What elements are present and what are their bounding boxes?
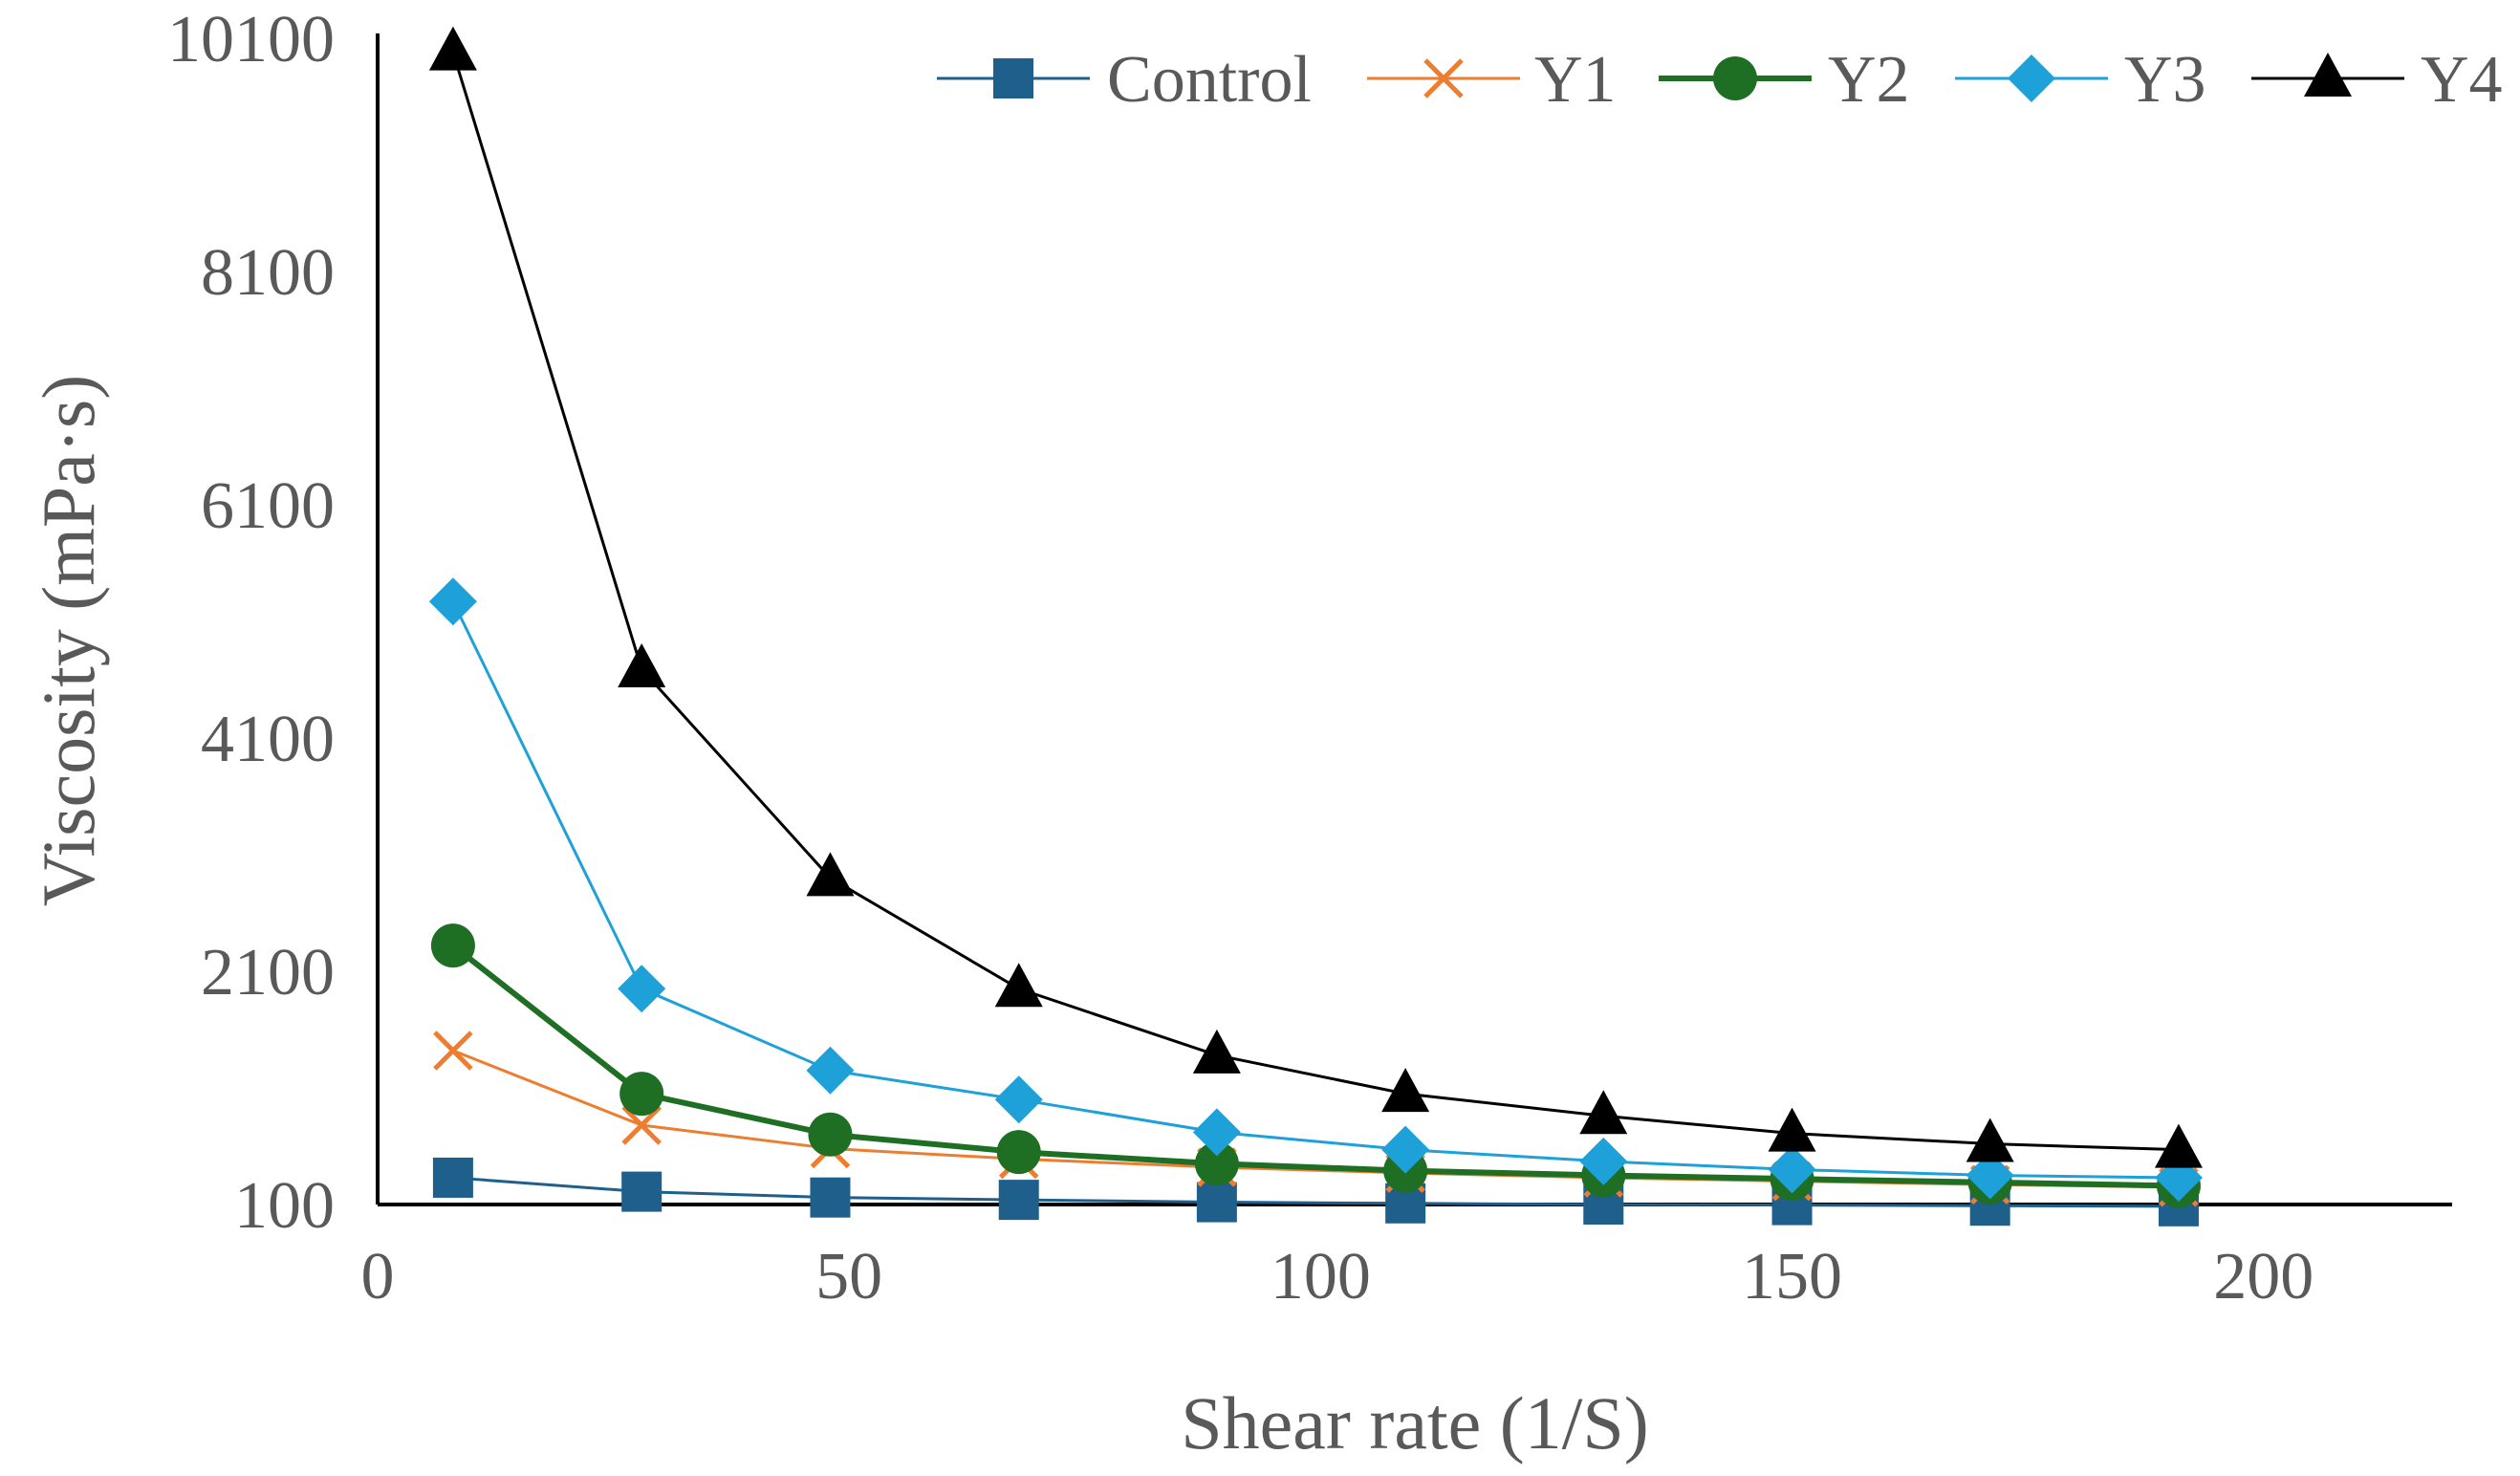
legend-marker-y2: [1713, 56, 1757, 100]
data-point-y4: [618, 643, 666, 688]
data-point-control: [998, 1180, 1039, 1221]
legend-label: Y4: [2421, 43, 2503, 117]
data-point-y2: [996, 1130, 1041, 1175]
data-point-y4: [1192, 1029, 1241, 1074]
legend-item-y4: Y4: [2251, 43, 2503, 117]
x-tick-label: 50: [815, 1240, 882, 1313]
data-point-y3: [806, 1046, 855, 1095]
series-y2: [430, 923, 2201, 1208]
legend-label: Y1: [1534, 43, 1617, 117]
y-tick-label: 6100: [201, 469, 335, 543]
data-point-y4: [994, 963, 1043, 1008]
x-tick-label: 200: [2213, 1240, 2314, 1313]
data-point-y2: [1194, 1141, 1239, 1186]
series-line-control: [452, 1176, 2179, 1208]
legend-item-y1: Y1: [1367, 43, 1617, 117]
y-tick-label: 8100: [201, 236, 335, 310]
y-tick-label: 10100: [167, 3, 335, 76]
legend-label: Control: [1107, 43, 1312, 117]
series-layer: [428, 26, 2203, 1226]
data-point-y4: [1381, 1068, 1430, 1113]
series-y3: [428, 577, 2203, 1202]
legend-marker-y3: [2008, 54, 2055, 102]
y-tick-label: 100: [234, 1169, 335, 1243]
data-point-control: [1196, 1182, 1237, 1223]
data-point-y3: [618, 965, 666, 1013]
data-point-y4: [1579, 1090, 1628, 1135]
data-point-y3: [428, 577, 477, 626]
data-point-y2: [430, 923, 475, 968]
legend-marker-y1: [1423, 58, 1464, 98]
series-control: [432, 1157, 2199, 1226]
data-point-control: [810, 1177, 851, 1218]
legend-item-y2: Y2: [1659, 43, 1910, 117]
data-point-y1: [433, 1031, 473, 1071]
data-point-y4: [2154, 1123, 2203, 1168]
legend-marker-control: [993, 58, 1033, 98]
data-point-y1: [621, 1105, 662, 1145]
legend-label: Y3: [2124, 43, 2206, 117]
y-tick-label: 4100: [201, 703, 335, 776]
data-point-control: [621, 1171, 663, 1212]
data-point-y4: [1768, 1107, 1816, 1152]
data-point-y3: [1768, 1145, 1816, 1194]
legend-item-control: Control: [937, 43, 1312, 117]
data-point-y3: [1192, 1108, 1241, 1157]
x-tick-label: 100: [1271, 1240, 1371, 1313]
series-line-y4: [451, 52, 2180, 1152]
data-point-y4: [428, 26, 477, 71]
axes: 0 50 100 150 200 100 2100 4100 6100 8100 10100: [167, 3, 2452, 1313]
data-point-y4: [806, 852, 855, 897]
legend-marker-y4: [2304, 53, 2352, 97]
x-tick-label: 0: [361, 1240, 395, 1313]
data-point-y4: [1966, 1118, 2014, 1162]
series-line-y3: [451, 600, 2179, 1180]
data-point-y2: [808, 1112, 853, 1157]
data-point-y2: [619, 1072, 664, 1117]
x-tick-label: 150: [1742, 1240, 1842, 1313]
data-point-y3: [1381, 1125, 1430, 1174]
y-tick-label: 2100: [201, 936, 335, 1009]
data-point-y3: [1579, 1137, 1628, 1185]
data-point-y3: [1966, 1151, 2014, 1200]
x-axis-title: Shear rate (1/S): [1181, 1381, 1648, 1465]
series-y4: [428, 26, 2203, 1168]
legend-label: Y2: [1828, 43, 1910, 117]
y-axis-title: Viscosity (mPa·s): [27, 375, 110, 906]
data-point-control: [432, 1157, 473, 1198]
legend-item-y3: Y3: [1955, 43, 2206, 117]
data-point-y3: [994, 1075, 1043, 1124]
legend: Control Y1 Y2 Y3 Y4: [937, 43, 2503, 117]
series-line-y2: [451, 943, 2180, 1189]
